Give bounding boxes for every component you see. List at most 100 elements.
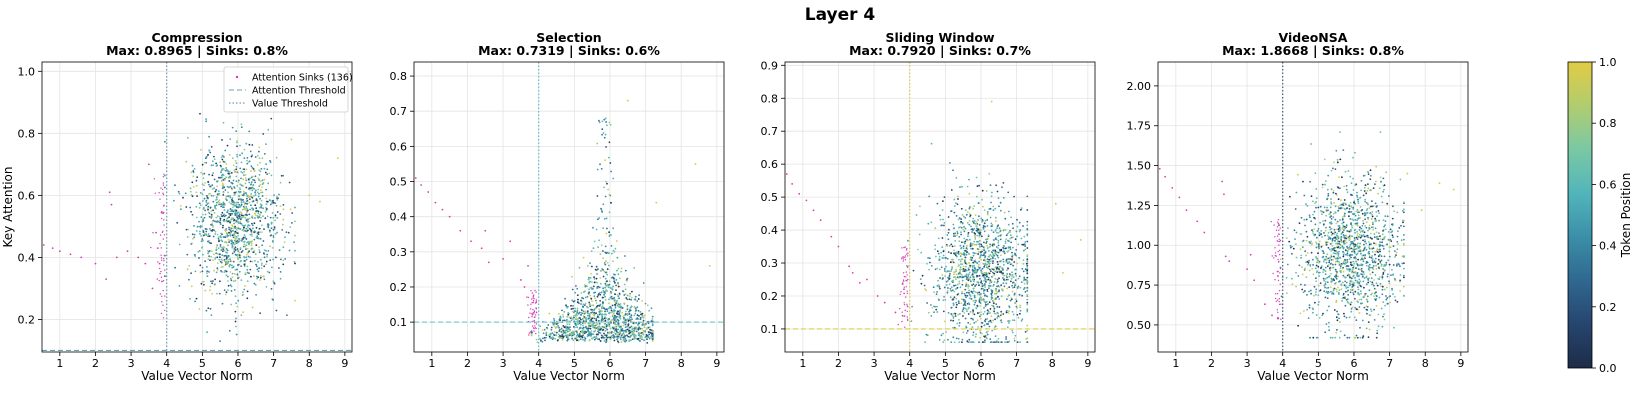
token-point [554,337,556,340]
sink-point [903,292,905,295]
token-point [1026,293,1029,296]
token-point [229,229,232,232]
token-point [991,255,993,257]
token-point [614,281,616,284]
token-point [990,293,993,295]
token-point [615,302,617,305]
token-point [1334,263,1337,266]
token-point [268,271,271,274]
token-point [617,328,620,331]
x-tick-label: 1 [428,357,435,370]
token-point [594,329,597,332]
panel-title: Compression [151,30,242,45]
token-point [581,327,584,330]
token-point [991,275,994,278]
token-point [253,195,255,197]
token-point [965,285,967,288]
token-point [1385,298,1388,301]
token-point [216,267,219,270]
token-point [982,226,985,229]
token-point [216,201,218,204]
token-point [601,120,604,123]
sink-point [883,301,886,304]
token-point [571,288,574,291]
token-point [969,295,972,297]
token-point [994,266,997,269]
token-point [968,268,970,271]
token-point [1019,286,1022,289]
token-point [211,188,214,191]
token-point [1010,241,1012,244]
token-point [204,289,207,292]
token-point [943,268,946,270]
token-point [604,195,607,198]
token-point [287,231,290,234]
token-point [255,210,258,213]
token-point [231,264,233,267]
token-point [602,318,605,321]
token-point [995,298,997,301]
token-point [246,214,248,217]
token-point [944,270,946,272]
token-point [541,329,544,331]
token-point [276,197,278,200]
token-point [213,212,216,214]
token-point [637,333,640,336]
token-point [646,338,648,341]
token-point [627,323,630,326]
token-point [956,234,958,237]
token-point [961,185,963,188]
y-tick-label: 0.6 [761,158,779,171]
sink-point [907,255,909,257]
token-point [986,219,989,221]
token-point [1336,159,1339,161]
token-point [981,299,984,302]
token-point [258,216,260,218]
token-point [221,187,224,190]
token-point [617,333,619,335]
token-point [589,277,592,279]
token-point [259,170,262,173]
token-point [961,258,964,261]
token-point [294,220,296,223]
token-point [987,278,990,281]
token-point [246,297,249,300]
token-point [977,253,979,255]
x-tick-label: 8 [1422,357,1429,370]
token-point [592,285,595,288]
token-point [285,231,288,234]
token-point [599,293,602,296]
token-point [550,328,553,331]
token-point [606,280,608,282]
token-point [164,275,166,277]
token-point [235,226,238,229]
token-point [240,199,243,202]
token-point [574,291,577,294]
y-tick-label: 1.25 [1127,199,1152,212]
token-point [580,323,582,326]
sink-point [899,293,901,296]
token-point [975,176,978,179]
token-point [1026,303,1029,306]
token-point [973,252,976,255]
token-point [542,332,545,335]
token-point [237,218,239,220]
token-point [640,313,642,316]
sink-point [158,262,161,265]
token-point [978,245,981,248]
token-point [1346,250,1349,253]
token-point [217,237,220,240]
token-point [964,288,967,291]
token-point [246,271,249,274]
token-point [963,292,966,295]
token-point [975,299,977,302]
token-point [580,335,582,338]
token-point [265,206,267,209]
token-point [968,238,971,241]
token-point [265,263,267,266]
token-point [634,298,637,301]
token-point [578,266,581,269]
token-point [202,213,204,216]
token-point [618,316,621,318]
token-point [1011,286,1014,289]
